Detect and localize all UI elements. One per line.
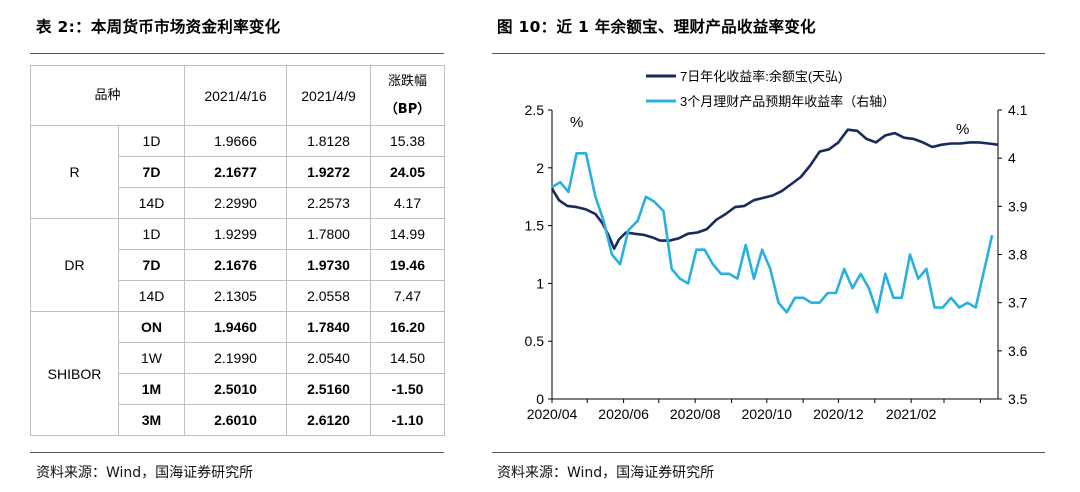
value-previous-cell: 1.7800 (286, 218, 371, 250)
term-cell: 7D (118, 249, 185, 281)
group-name: R (30, 125, 119, 219)
table-row: SHIBOR ON 1.9460 1.7840 16.20 (30, 311, 445, 436)
left-bottom-rule (30, 452, 444, 453)
table-header-row: 品种 2021/4/16 2021/4/9 涨跌幅 （BP） (30, 65, 445, 126)
right-tick-label: 4 (1008, 150, 1016, 166)
header-change: 涨跌幅 （BP） (370, 65, 445, 126)
left-tick-label: 1.5 (525, 218, 545, 234)
right-tick-label: 3.5 (1008, 391, 1028, 407)
value-previous-cell: 2.0540 (286, 342, 371, 374)
change-cell: 14.50 (370, 342, 445, 374)
term-cell: 1W (118, 342, 185, 374)
value-previous-cell: 1.7840 (286, 311, 371, 343)
left-top-rule (30, 53, 444, 54)
table-row: R 1D 1.9666 1.8128 15.38 (30, 125, 445, 219)
right-tick-label: 3.6 (1008, 343, 1028, 359)
x-tick-label: 2020/10 (741, 406, 792, 422)
term-cell: 7D (118, 156, 185, 188)
change-cell: 15.38 (370, 125, 445, 157)
change-cell: 19.46 (370, 249, 445, 281)
value-current-cell: 1.9666 (184, 125, 287, 157)
yuebao-yield-line (550, 128, 999, 250)
change-cell: 4.17 (370, 187, 445, 219)
header-change-label: 涨跌幅 (387, 73, 427, 89)
change-cell: 24.05 (370, 156, 445, 188)
header-variety: 品种 (30, 65, 185, 126)
table-row: 1W 2.1990 2.0540 14.50 (31, 342, 445, 374)
value-previous-cell: 1.8128 (286, 125, 371, 157)
header-date-current: 2021/4/16 (184, 65, 287, 126)
x-tick-label: 2021/02 (886, 406, 937, 422)
table-source: 资料来源：Wind，国海证券研究所 (36, 465, 254, 481)
chart-source: 资料来源：Wind，国海证券研究所 (497, 465, 715, 481)
term-cell: 3M (118, 404, 185, 436)
term-cell: 14D (118, 280, 185, 312)
value-previous-cell: 2.2573 (286, 187, 371, 219)
term-cell: 1D (118, 218, 185, 250)
header-change-unit: （BP） (384, 101, 431, 117)
value-previous-cell: 1.9272 (286, 156, 371, 188)
value-current-cell: 2.1990 (184, 342, 287, 374)
header-date-previous: 2021/4/9 (286, 65, 371, 126)
right-tick-label: 3.7 (1008, 295, 1028, 311)
right-bottom-rule (492, 452, 1045, 453)
left-tick-label: 1 (536, 275, 544, 291)
table-row: 14D 2.1305 2.0558 7.47 (31, 280, 445, 312)
value-current-cell: 2.1305 (184, 280, 287, 312)
left-tick-label: 0 (536, 391, 544, 407)
left-axis-unit: % (570, 114, 583, 131)
table-row: 1M 2.5010 2.5160 -1.50 (31, 373, 445, 405)
legend-label: 7日年化收益率:余额宝(天弘) (680, 69, 843, 84)
value-previous-cell: 1.9730 (286, 249, 371, 281)
change-cell: 14.99 (370, 218, 445, 250)
change-cell: -1.10 (370, 404, 445, 436)
yield-line-chart: 0 0.5 1 1.5 2 2.5 3.5 3.6 3.7 3.8 3.9 4 4.1 2020/04 20… (525, 69, 1028, 422)
table-row: 14D 2.2990 2.2573 4.17 (31, 187, 445, 219)
value-current-cell: 1.9299 (184, 218, 287, 250)
group-name: DR (30, 218, 119, 312)
value-current-cell: 2.2990 (184, 187, 287, 219)
value-previous-cell: 2.6120 (286, 404, 371, 436)
change-cell: 16.20 (370, 311, 445, 343)
table-row: DR 1D 1.9299 1.7800 14.99 (30, 218, 445, 312)
table-row: 3M 2.6010 2.6120 -1.10 (31, 404, 445, 436)
term-cell: 14D (118, 187, 185, 219)
chart-title: 图 10：近 1 年余额宝、理财产品收益率变化 (497, 18, 816, 36)
table-row: 7D 2.1677 1.9272 24.05 (31, 156, 445, 188)
right-tick-label: 3.9 (1008, 198, 1028, 214)
term-cell: 1M (118, 373, 185, 405)
x-tick-label: 2020/08 (670, 406, 721, 422)
value-current-cell: 2.6010 (184, 404, 287, 436)
x-tick-label: 2020/12 (813, 406, 864, 422)
legend-label: 3个月理财产品预期年收益率（右轴） (680, 94, 895, 109)
change-cell: 7.47 (370, 280, 445, 312)
right-tick-label: 3.8 (1008, 247, 1028, 263)
value-current-cell: 2.5010 (184, 373, 287, 405)
left-tick-label: 2 (536, 160, 544, 176)
rate-table: 品种 2021/4/16 2021/4/9 涨跌幅 （BP） R 1D 1.9666 1.812… (30, 65, 445, 436)
right-axis-unit: % (956, 121, 969, 138)
table-row: 7D 2.1676 1.9730 19.46 (31, 249, 445, 281)
group-name: SHIBOR (30, 311, 119, 436)
right-top-rule (492, 53, 1045, 54)
wealth-product-yield-line (551, 152, 994, 314)
value-previous-cell: 2.5160 (286, 373, 371, 405)
left-tick-label: 2.5 (525, 102, 545, 118)
left-tick-label: 0.5 (525, 333, 545, 349)
change-cell: -1.50 (370, 373, 445, 405)
value-current-cell: 1.9460 (184, 311, 287, 343)
x-tick-label: 2020/04 (527, 406, 578, 422)
x-tick-label: 2020/06 (598, 406, 649, 422)
value-current-cell: 2.1677 (184, 156, 287, 188)
right-tick-label: 4.1 (1008, 102, 1028, 118)
value-current-cell: 2.1676 (184, 249, 287, 281)
value-previous-cell: 2.0558 (286, 280, 371, 312)
table-title: 表 2:：本周货币市场资金利率变化 (36, 18, 281, 36)
term-cell: 1D (118, 125, 185, 157)
term-cell: ON (118, 311, 185, 343)
